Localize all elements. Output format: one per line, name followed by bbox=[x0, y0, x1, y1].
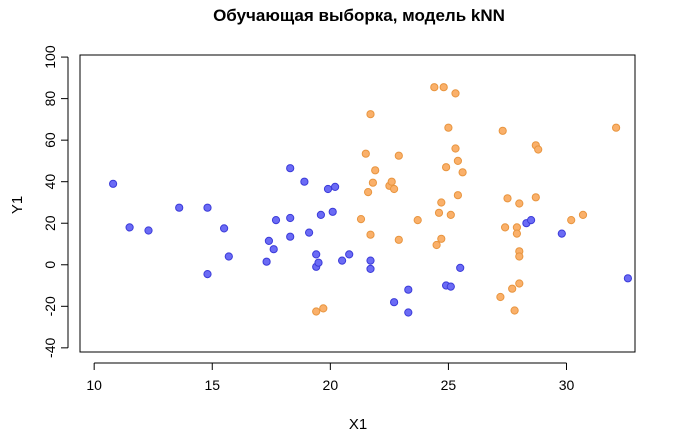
scatter-point bbox=[175, 203, 184, 212]
scatter-point bbox=[557, 229, 566, 238]
scatter-point bbox=[319, 304, 328, 313]
y-axis: -40 -20 0 20 40 60 80 100 bbox=[42, 45, 69, 358]
x-tick-label: 15 bbox=[204, 377, 220, 393]
scatter-point bbox=[508, 284, 517, 293]
scatter-point bbox=[498, 126, 507, 135]
scatter-point bbox=[203, 270, 212, 279]
scatter-point bbox=[366, 256, 375, 265]
scatter-point bbox=[567, 216, 576, 225]
scatter-point bbox=[224, 252, 233, 261]
scatter-point bbox=[527, 216, 536, 225]
scatter-point bbox=[437, 234, 446, 243]
scatter-point bbox=[623, 274, 633, 283]
scatter-point bbox=[264, 236, 273, 245]
scatter-point bbox=[312, 307, 321, 316]
x-axis-label: X1 bbox=[349, 416, 367, 433]
scatter-point bbox=[446, 282, 455, 291]
y-tick-label: 0 bbox=[42, 261, 58, 269]
scatter-point bbox=[446, 210, 455, 219]
scatter-point bbox=[361, 149, 370, 158]
scatter-point bbox=[144, 226, 153, 235]
y-tick-label: -20 bbox=[42, 296, 58, 316]
scatter-point bbox=[316, 210, 325, 219]
scatter-point bbox=[456, 263, 465, 272]
y-tick-label: -40 bbox=[42, 338, 58, 358]
scatter-point bbox=[432, 240, 441, 250]
scatter-point bbox=[515, 252, 524, 261]
scatter-point bbox=[203, 203, 212, 212]
scatter-point bbox=[345, 250, 354, 259]
scatter-point bbox=[503, 194, 512, 203]
scatter-point bbox=[451, 89, 460, 98]
x-tick-label: 20 bbox=[323, 377, 339, 393]
scatter-point bbox=[125, 223, 134, 232]
scatter-point bbox=[109, 179, 118, 188]
chart-title: Обучающая выборка, модель kNN bbox=[213, 6, 505, 25]
scatter-point bbox=[578, 210, 588, 219]
scatter-point bbox=[338, 256, 347, 265]
scatter-point bbox=[323, 184, 333, 194]
scatter-point bbox=[534, 145, 543, 154]
plot-frame bbox=[79, 54, 636, 353]
scatter-point bbox=[612, 123, 621, 132]
scatter-point bbox=[437, 198, 446, 207]
scatter-point bbox=[501, 223, 510, 232]
scatter-point bbox=[286, 213, 295, 223]
scatter-point bbox=[404, 308, 413, 317]
scatter-point bbox=[314, 258, 323, 267]
scatter-point bbox=[286, 164, 295, 173]
scatter-point bbox=[305, 228, 314, 237]
scatter-point bbox=[444, 123, 453, 132]
scatter-point bbox=[453, 156, 462, 165]
scatter-point bbox=[390, 298, 399, 307]
scatter-point bbox=[510, 306, 519, 315]
scatter-point bbox=[366, 230, 375, 239]
scatter-point bbox=[496, 292, 505, 302]
scatter-point bbox=[515, 279, 524, 288]
scatter-point bbox=[531, 193, 540, 202]
scatter-point bbox=[404, 285, 413, 294]
scatter-point bbox=[366, 110, 375, 119]
scatter-point bbox=[364, 188, 373, 197]
x-tick-label: 25 bbox=[441, 377, 457, 393]
data-points bbox=[109, 83, 633, 317]
scatter-point bbox=[286, 232, 295, 241]
y-tick-label: 60 bbox=[42, 132, 58, 148]
scatter-point bbox=[442, 163, 451, 172]
scatter-point bbox=[512, 229, 522, 238]
scatter-point bbox=[439, 83, 448, 92]
scatter-point bbox=[430, 83, 439, 92]
y-tick-label: 40 bbox=[42, 174, 58, 190]
scatter-point bbox=[368, 178, 377, 187]
y-axis-label: Y1 bbox=[9, 196, 26, 214]
scatter-point bbox=[453, 191, 462, 200]
scatter-point bbox=[300, 177, 309, 186]
scatter-point bbox=[366, 264, 375, 273]
scatter-point bbox=[220, 224, 229, 233]
scatter-point bbox=[394, 235, 403, 244]
scatter-point bbox=[394, 151, 403, 160]
scatter-point bbox=[451, 144, 460, 153]
scatter-point bbox=[328, 207, 337, 216]
x-tick-label: 10 bbox=[86, 377, 102, 393]
x-tick-label: 30 bbox=[559, 377, 575, 393]
scatter-point bbox=[269, 245, 278, 254]
scatter-point bbox=[271, 216, 281, 225]
scatter-point bbox=[434, 208, 444, 217]
y-tick-label: 80 bbox=[42, 91, 58, 107]
scatter-point bbox=[312, 250, 321, 259]
x-axis: 10 15 20 25 30 bbox=[86, 362, 575, 393]
scatter-point bbox=[413, 216, 422, 225]
scatter-point bbox=[262, 257, 271, 266]
scatter-point bbox=[387, 177, 396, 186]
scatter-point bbox=[371, 166, 380, 175]
scatter-point bbox=[331, 182, 340, 191]
scatter-point bbox=[515, 199, 524, 208]
y-tick-label: 20 bbox=[42, 215, 58, 231]
scatter-point bbox=[390, 184, 399, 194]
y-tick-label: 100 bbox=[42, 45, 58, 69]
scatter-point bbox=[458, 168, 467, 177]
scatter-point bbox=[356, 215, 366, 224]
